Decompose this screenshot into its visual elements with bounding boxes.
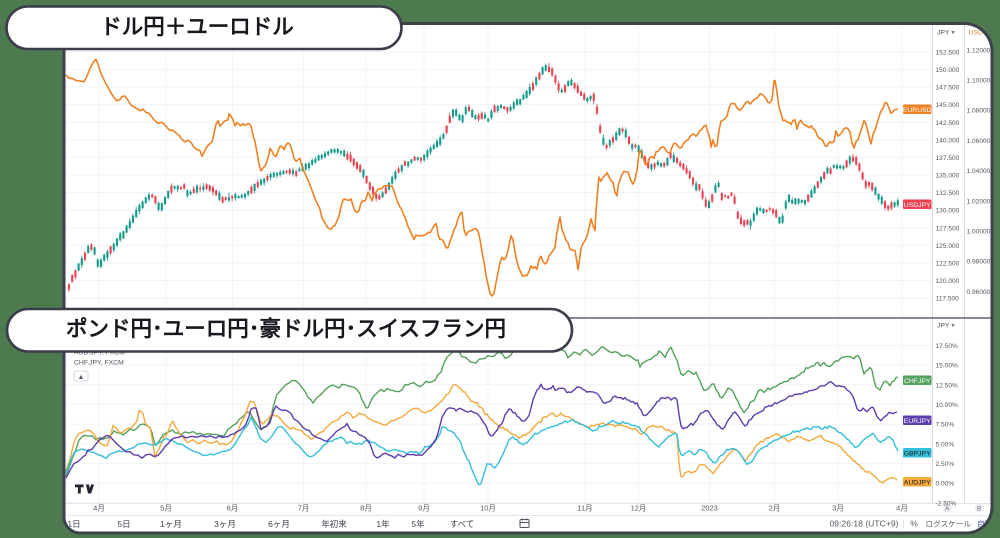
svg-text:3ヶ月: 3ヶ月 [214,519,236,529]
svg-text:11月: 11月 [577,504,592,513]
svg-text:-2.50%: -2.50% [936,500,957,507]
svg-text:A: A [945,505,950,512]
svg-text:142.500: 142.500 [936,120,960,127]
svg-text:122.500: 122.500 [936,261,960,268]
svg-text:AUDJPY: AUDJPY [904,479,931,486]
svg-text:ログスケール: ログスケール [926,519,972,529]
svg-text:147.500: 147.500 [936,85,960,92]
svg-text:EURJPY: EURJPY [904,418,931,425]
svg-text:152.500: 152.500 [936,49,960,56]
svg-text:0.96000: 0.96000 [967,289,991,296]
svg-text:1.12000: 1.12000 [967,47,991,54]
svg-text:1ヶ月: 1ヶ月 [160,519,182,529]
svg-text:5月: 5月 [160,504,172,513]
svg-text:9月: 9月 [418,504,430,513]
svg-text:JPY ▾: JPY ▾ [937,30,955,37]
svg-text:GBPJPY: GBPJPY [904,450,931,457]
svg-text:1.02000: 1.02000 [967,198,991,205]
svg-text:4月: 4月 [93,504,105,513]
svg-text:0.00%: 0.00% [936,481,955,488]
svg-text:すべて: すべて [450,519,475,529]
svg-text:2023: 2023 [701,504,718,513]
svg-text:10月: 10月 [480,504,496,513]
svg-text:130.000: 130.000 [936,208,960,215]
svg-text:ドル円＋ユーロドル: ドル円＋ユーロドル [100,15,294,39]
svg-text:ポンド円･ユーロ円･豪ドル円･スイスフラン円: ポンド円･ユーロ円･豪ドル円･スイスフラン円 [66,316,506,341]
svg-text:6月: 6月 [227,504,239,513]
svg-text:CHFJPY: CHFJPY [904,378,931,385]
svg-text:1.00000: 1.00000 [967,229,991,236]
svg-text:17.50%: 17.50% [936,343,959,350]
svg-text:B: B [977,505,981,512]
svg-text:1.06000: 1.06000 [967,138,991,145]
svg-text:7月: 7月 [298,504,310,513]
svg-text:2月: 2月 [769,504,781,513]
svg-text:CHF.JPY, FXCM: CHF.JPY, FXCM [74,360,124,367]
svg-text:1.10000: 1.10000 [967,78,991,85]
svg-text:2.50%: 2.50% [936,461,955,468]
svg-text:6ヶ月: 6ヶ月 [268,519,290,529]
svg-text:EURUSD: EURUSD [903,107,932,114]
svg-text:4月: 4月 [896,504,908,513]
svg-text:%: % [910,519,918,529]
svg-text:0.98000: 0.98000 [967,259,991,266]
svg-text:年初来: 年初来 [321,519,347,529]
svg-text:1日: 1日 [67,519,80,529]
svg-text:132.500: 132.500 [936,190,960,197]
svg-text:USDJPY: USDJPY [904,202,931,209]
svg-text:8月: 8月 [360,504,372,513]
svg-text:7.50%: 7.50% [936,422,955,429]
svg-text:120.000: 120.000 [936,278,960,285]
svg-text:自動: 自動 [977,519,993,529]
svg-text:145.000: 145.000 [936,102,960,109]
svg-text:117.500: 117.500 [936,296,960,303]
svg-text:AUD.JPY, FXCM: AUD.JPY, FXCM [74,350,125,357]
svg-text:135.000: 135.000 [936,173,960,180]
svg-text:127.500: 127.500 [936,225,960,232]
svg-text:12.50%: 12.50% [936,382,959,389]
svg-text:5日: 5日 [117,519,130,529]
svg-text:150.000: 150.000 [936,67,960,74]
svg-text:1.08000: 1.08000 [967,108,991,115]
svg-text:15.00%: 15.00% [936,363,959,370]
svg-text:09:26:18 (UTC+9): 09:26:18 (UTC+9) [829,519,898,529]
svg-text:10.00%: 10.00% [936,402,959,409]
svg-text:JPY ▾: JPY ▾ [937,323,955,330]
svg-text:12月: 12月 [631,504,647,513]
svg-text:▲: ▲ [78,374,85,381]
svg-text:1年: 1年 [376,519,390,529]
svg-text:137.500: 137.500 [936,155,960,162]
svg-text:125.000: 125.000 [936,243,960,250]
svg-text:5年: 5年 [411,519,425,529]
svg-text:140.000: 140.000 [936,137,960,144]
svg-text:5.00%: 5.00% [936,441,955,448]
svg-text:1.04000: 1.04000 [967,168,991,175]
svg-text:3月: 3月 [832,504,844,513]
